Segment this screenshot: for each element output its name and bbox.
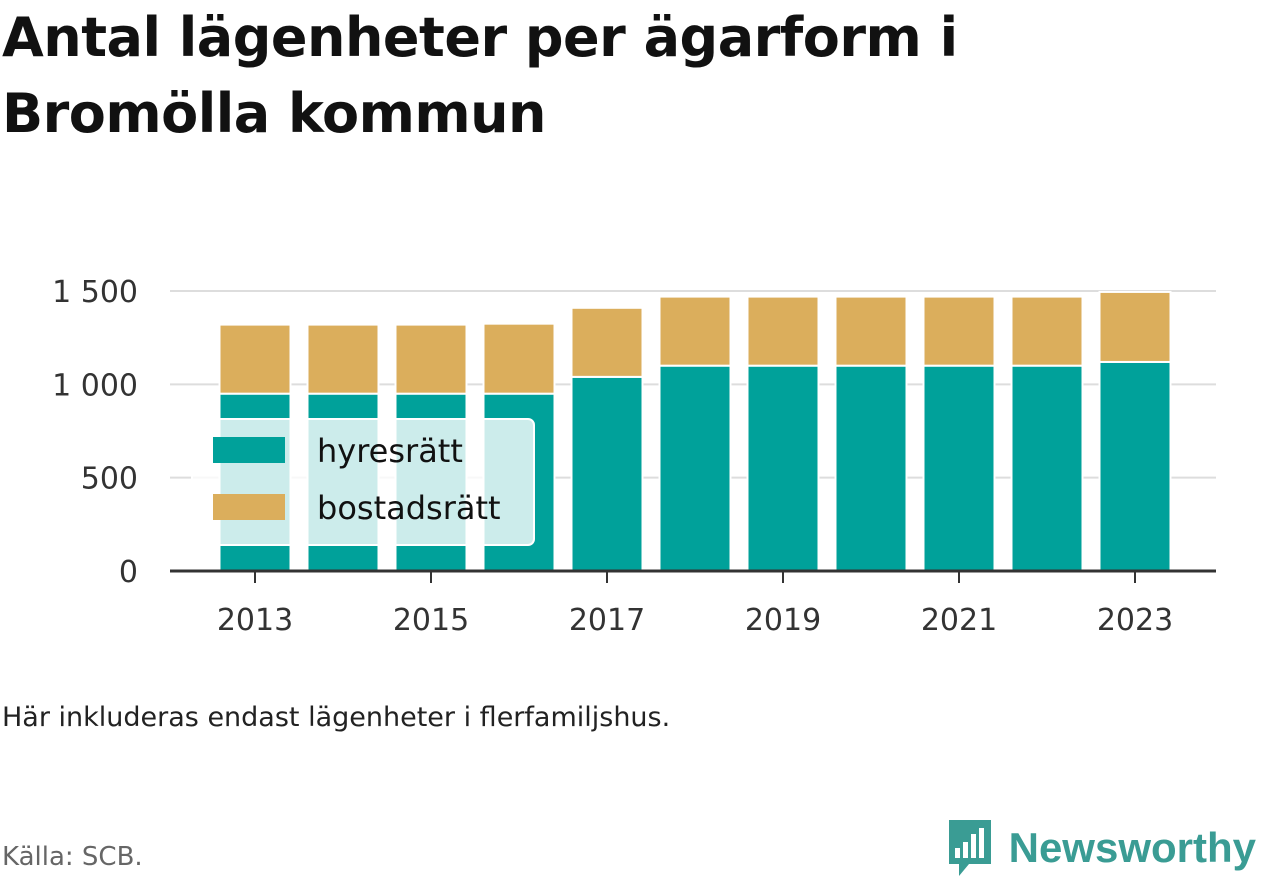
legend-label: hyresrätt xyxy=(317,432,463,470)
y-axis-tick-labels: 0 500 1 000 1 500 xyxy=(52,275,138,590)
bar-hyresratt xyxy=(658,364,732,572)
newsworthy-logo-icon xyxy=(948,820,991,876)
bar-bostadsratt xyxy=(746,295,820,367)
bar-bostadsratt xyxy=(482,322,556,395)
x-tick-label: 2017 xyxy=(569,603,645,638)
x-tick-label: 2019 xyxy=(745,603,821,638)
x-axis: 2013 2015 2017 2019 2021 2023 xyxy=(170,569,1216,638)
x-tick-label: 2021 xyxy=(921,603,997,638)
x-tick-label: 2023 xyxy=(1097,603,1173,638)
bar-bostadsratt xyxy=(658,295,732,367)
bar-bostadsratt xyxy=(1098,290,1172,363)
y-tick-label: 1 000 xyxy=(52,368,138,403)
bar-bostadsratt xyxy=(570,306,644,378)
legend-label: bostadsrätt xyxy=(317,489,501,527)
legend: hyresrätt bostadsrätt xyxy=(191,418,535,546)
x-tick-label: 2013 xyxy=(217,603,293,638)
bar-hyresratt xyxy=(1098,360,1172,572)
chart-title: Antal lägenheter per ägarform i Bromölla… xyxy=(2,6,958,145)
bar-hyresratt xyxy=(1010,364,1084,572)
bar-hyresratt xyxy=(922,364,996,572)
brand-name: Newsworthy xyxy=(1008,824,1256,871)
bar-bostadsratt xyxy=(394,323,468,395)
bar-hyresratt xyxy=(834,364,908,572)
legend-swatch xyxy=(213,437,285,463)
bar-bostadsratt xyxy=(834,295,908,367)
bar-bostadsratt xyxy=(1010,295,1084,367)
legend-swatch xyxy=(213,494,285,520)
newsworthy-logo: Newsworthy xyxy=(945,818,1256,878)
x-tick-label: 2015 xyxy=(393,603,469,638)
chart-note: Här inkluderas endast lägenheter i flerf… xyxy=(2,702,671,733)
bar-bostadsratt xyxy=(922,295,996,367)
source-text: Källa: SCB. xyxy=(2,842,143,872)
y-tick-label: 500 xyxy=(81,462,138,497)
bar-hyresratt xyxy=(570,375,644,572)
bar-bostadsratt xyxy=(306,323,380,395)
bar-hyresratt xyxy=(746,364,820,572)
y-tick-label: 0 xyxy=(119,555,138,590)
y-tick-label: 1 500 xyxy=(52,275,138,310)
bar-bostadsratt xyxy=(218,323,292,395)
